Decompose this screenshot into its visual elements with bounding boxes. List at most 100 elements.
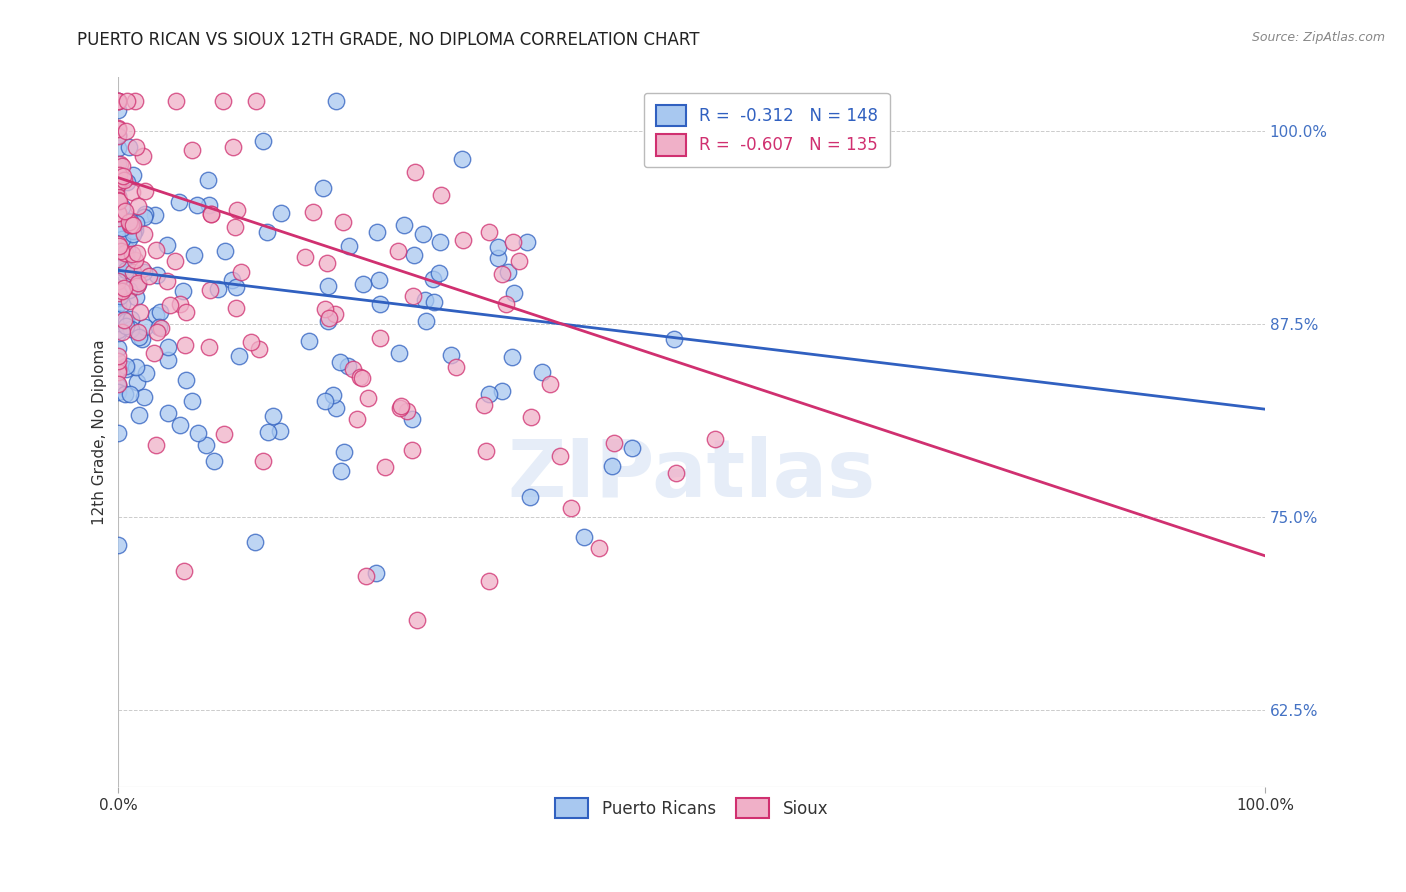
Point <box>117 94 139 108</box>
Point <box>243 535 266 549</box>
Point <box>370 331 392 345</box>
Point <box>107 349 129 363</box>
Point <box>118 218 141 232</box>
Point <box>127 277 149 292</box>
Point <box>107 141 129 155</box>
Point <box>125 375 148 389</box>
Point <box>132 227 155 242</box>
Point <box>120 218 142 232</box>
Point <box>225 202 247 217</box>
Point <box>298 334 321 348</box>
Point <box>107 310 129 325</box>
Point <box>107 354 129 368</box>
Point <box>322 388 344 402</box>
Point <box>472 398 495 412</box>
Point <box>114 246 136 260</box>
Point <box>107 362 129 376</box>
Point <box>122 168 145 182</box>
Point <box>107 341 129 355</box>
Point <box>114 359 136 373</box>
Point <box>107 285 129 300</box>
Text: PUERTO RICAN VS SIOUX 12TH GRADE, NO DIPLOMA CORRELATION CHART: PUERTO RICAN VS SIOUX 12TH GRADE, NO DIP… <box>77 31 700 49</box>
Point <box>107 311 129 326</box>
Point <box>495 297 517 311</box>
Point <box>422 271 444 285</box>
Point <box>110 288 132 302</box>
Point <box>440 348 463 362</box>
Point <box>207 281 229 295</box>
Point <box>145 268 167 282</box>
Point <box>111 221 134 235</box>
Point <box>107 205 129 219</box>
Point <box>516 235 538 250</box>
Point <box>413 293 436 307</box>
Point <box>502 285 524 300</box>
Point <box>412 227 434 241</box>
Point <box>107 297 129 311</box>
Point <box>620 442 643 456</box>
Point <box>118 215 141 229</box>
Point <box>325 94 347 108</box>
Point <box>156 353 179 368</box>
Point <box>107 283 129 297</box>
Point <box>107 121 129 136</box>
Point <box>107 322 129 336</box>
Point <box>588 541 610 555</box>
Point <box>107 239 129 253</box>
Point <box>111 200 134 214</box>
Point <box>107 206 129 220</box>
Point <box>107 129 129 144</box>
Point <box>200 207 222 221</box>
Point <box>124 223 146 237</box>
Point <box>211 94 233 108</box>
Point <box>496 265 519 279</box>
Point <box>200 207 222 221</box>
Point <box>124 360 146 375</box>
Point <box>134 184 156 198</box>
Point <box>112 173 135 187</box>
Point <box>128 330 150 344</box>
Point <box>225 280 247 294</box>
Point <box>114 267 136 281</box>
Point <box>294 251 316 265</box>
Point <box>132 390 155 404</box>
Point <box>342 362 364 376</box>
Point <box>491 267 513 281</box>
Point <box>664 333 686 347</box>
Point <box>115 124 138 138</box>
Point <box>240 334 263 349</box>
Point <box>270 205 292 219</box>
Point <box>475 444 498 458</box>
Point <box>114 361 136 376</box>
Point <box>107 94 129 108</box>
Point <box>107 237 129 252</box>
Point <box>124 290 146 304</box>
Point <box>368 273 391 287</box>
Point <box>111 325 134 339</box>
Point <box>337 239 360 253</box>
Point <box>444 359 467 374</box>
Point <box>110 244 132 258</box>
Point <box>132 149 155 163</box>
Point <box>107 211 129 225</box>
Point <box>422 294 444 309</box>
Point <box>665 466 688 480</box>
Point <box>132 265 155 279</box>
Point <box>357 391 380 405</box>
Point <box>107 318 129 332</box>
Point <box>107 291 129 305</box>
Point <box>107 317 129 331</box>
Point <box>486 240 509 254</box>
Point <box>173 338 195 352</box>
Point <box>121 247 143 261</box>
Point <box>107 189 129 203</box>
Point <box>314 394 336 409</box>
Point <box>145 208 167 222</box>
Point <box>600 458 623 473</box>
Point <box>548 449 571 463</box>
Point <box>229 265 252 279</box>
Point <box>118 232 141 246</box>
Point <box>111 232 134 246</box>
Point <box>252 135 274 149</box>
Point <box>169 297 191 311</box>
